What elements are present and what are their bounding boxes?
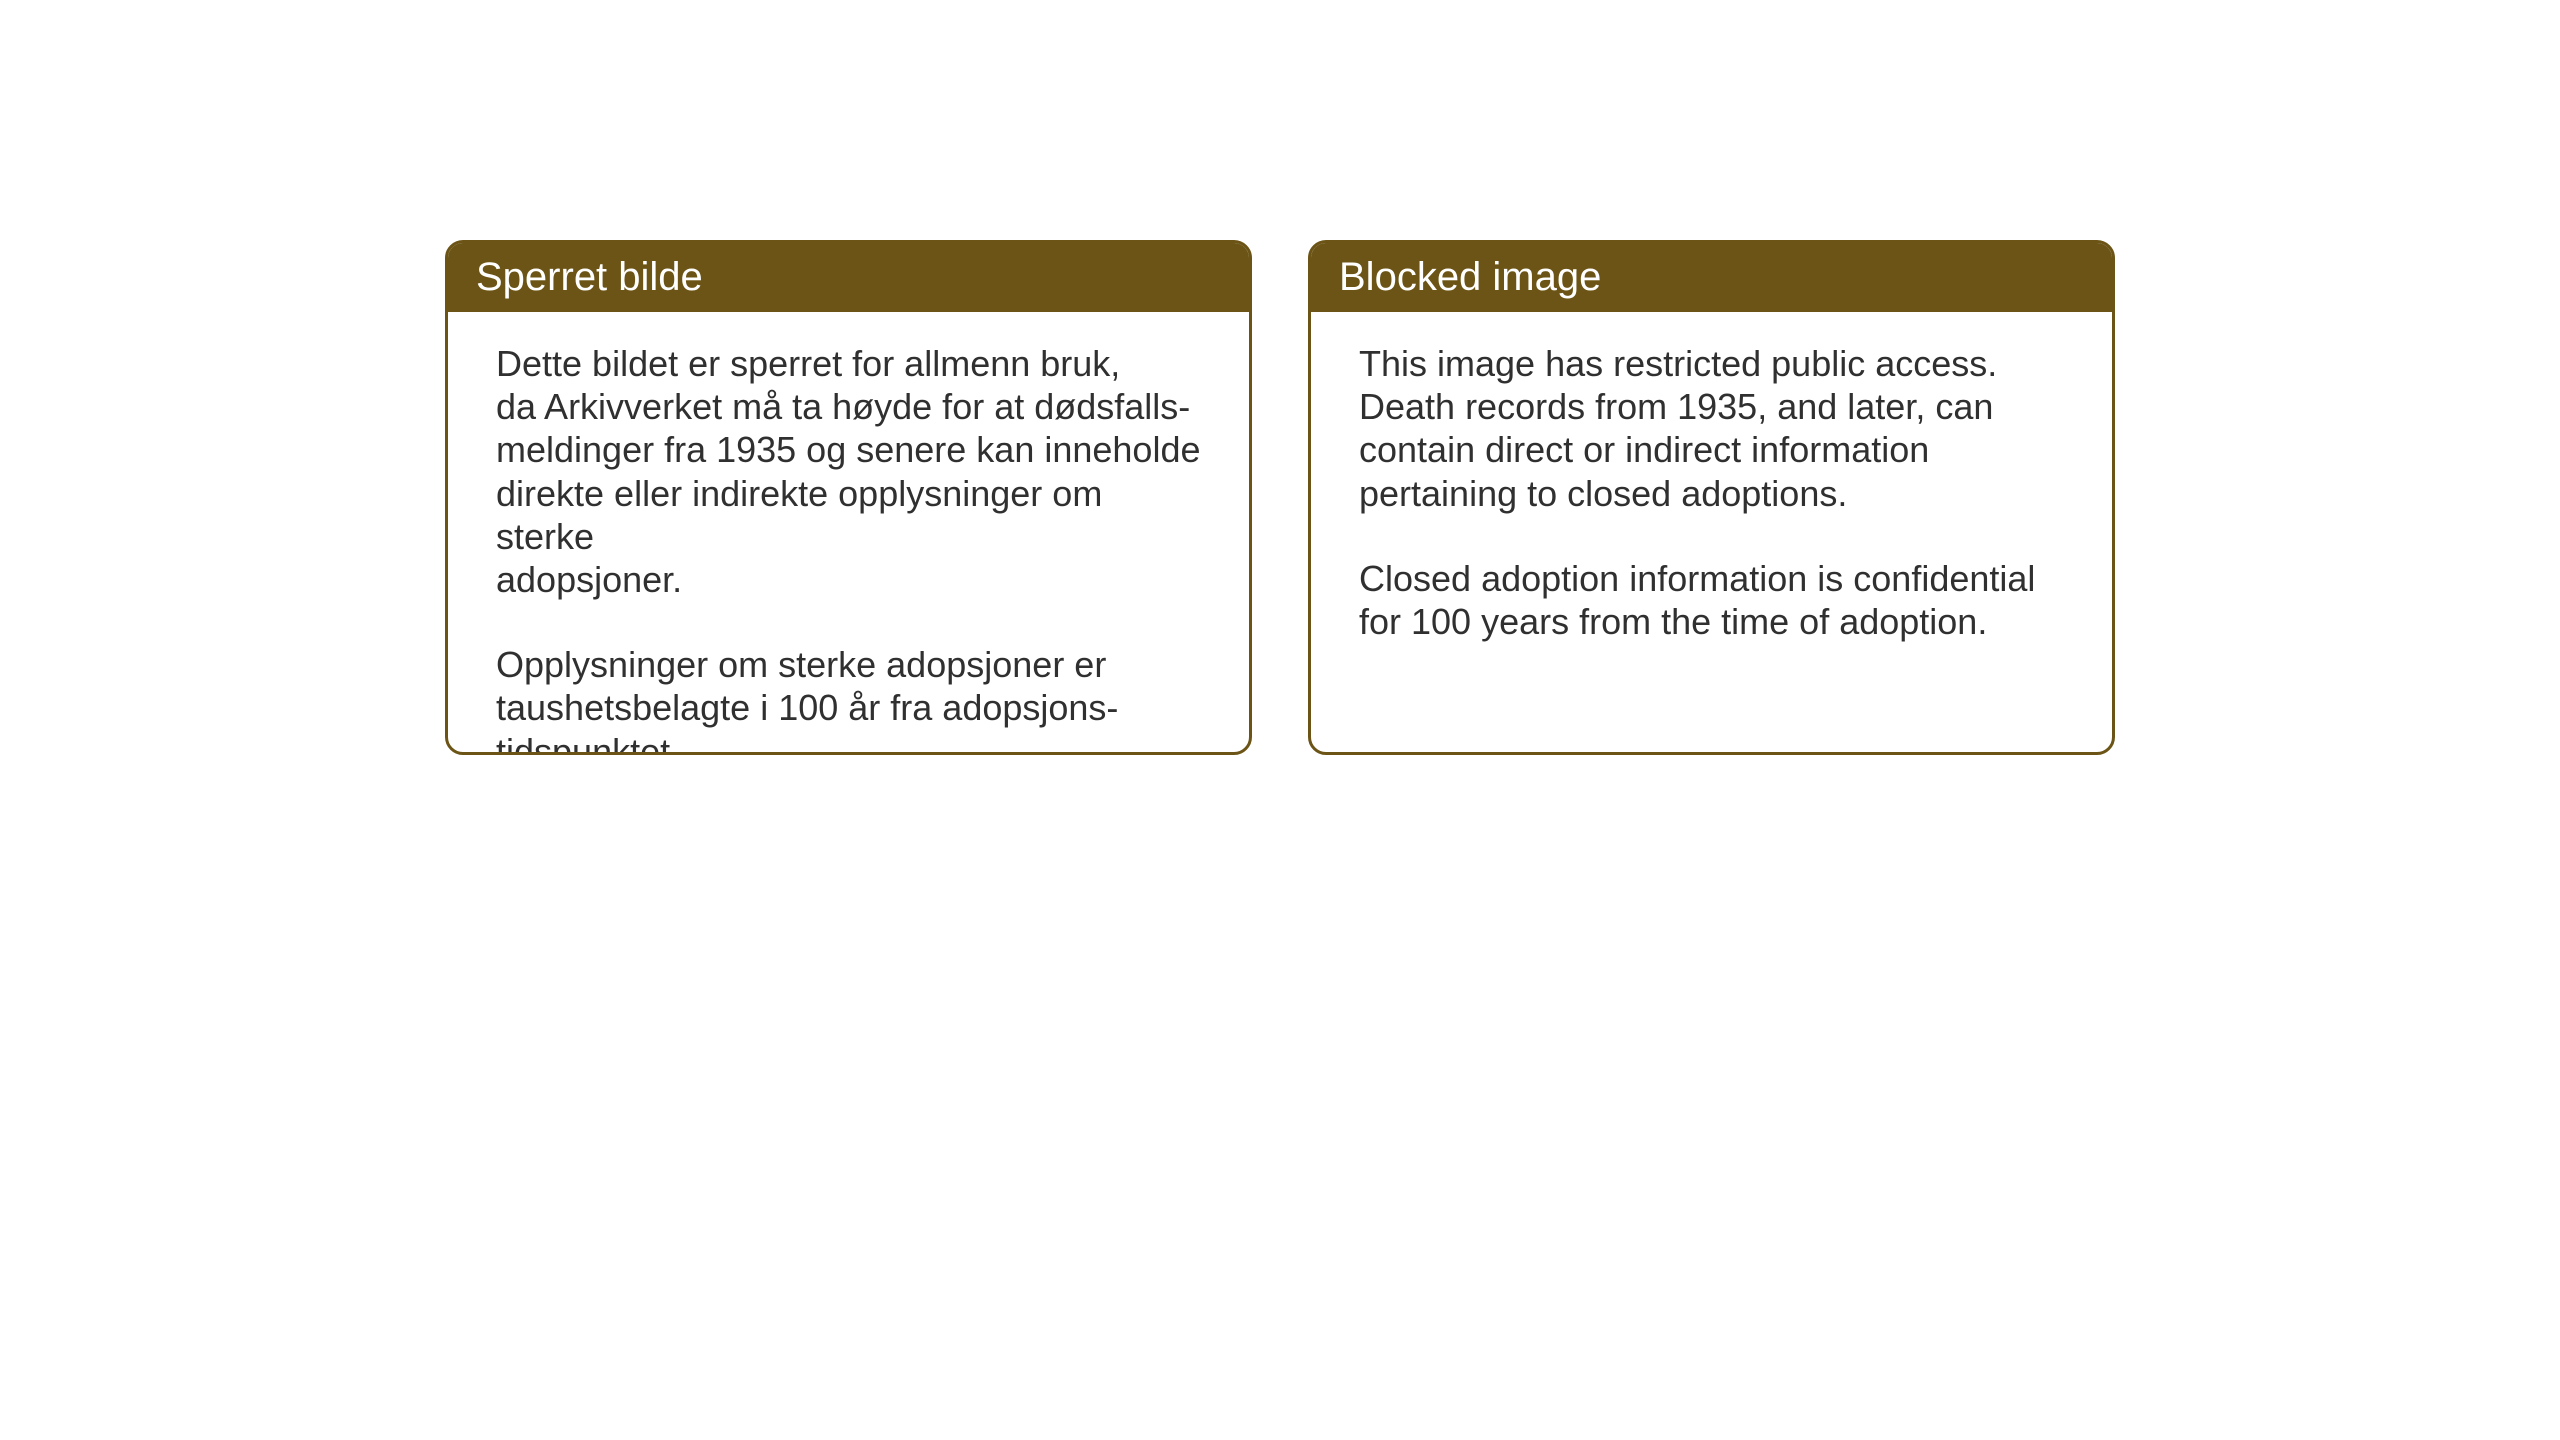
notice-header-norwegian: Sperret bilde (448, 243, 1249, 312)
notice-card-norwegian: Sperret bilde Dette bildet er sperret fo… (445, 240, 1252, 755)
notice-card-english: Blocked image This image has restricted … (1308, 240, 2115, 755)
notice-paragraph: Closed adoption information is confident… (1359, 557, 2064, 643)
notice-container: Sperret bilde Dette bildet er sperret fo… (445, 240, 2115, 755)
notice-header-english: Blocked image (1311, 243, 2112, 312)
notice-title: Blocked image (1339, 255, 1601, 299)
notice-paragraph: Opplysninger om sterke adopsjoner er tau… (496, 643, 1201, 755)
notice-title: Sperret bilde (476, 255, 703, 299)
notice-paragraph: This image has restricted public access.… (1359, 342, 2064, 515)
notice-body-norwegian: Dette bildet er sperret for allmenn bruk… (448, 312, 1249, 752)
notice-paragraph: Dette bildet er sperret for allmenn bruk… (496, 342, 1201, 601)
notice-body-english: This image has restricted public access.… (1311, 312, 2112, 752)
